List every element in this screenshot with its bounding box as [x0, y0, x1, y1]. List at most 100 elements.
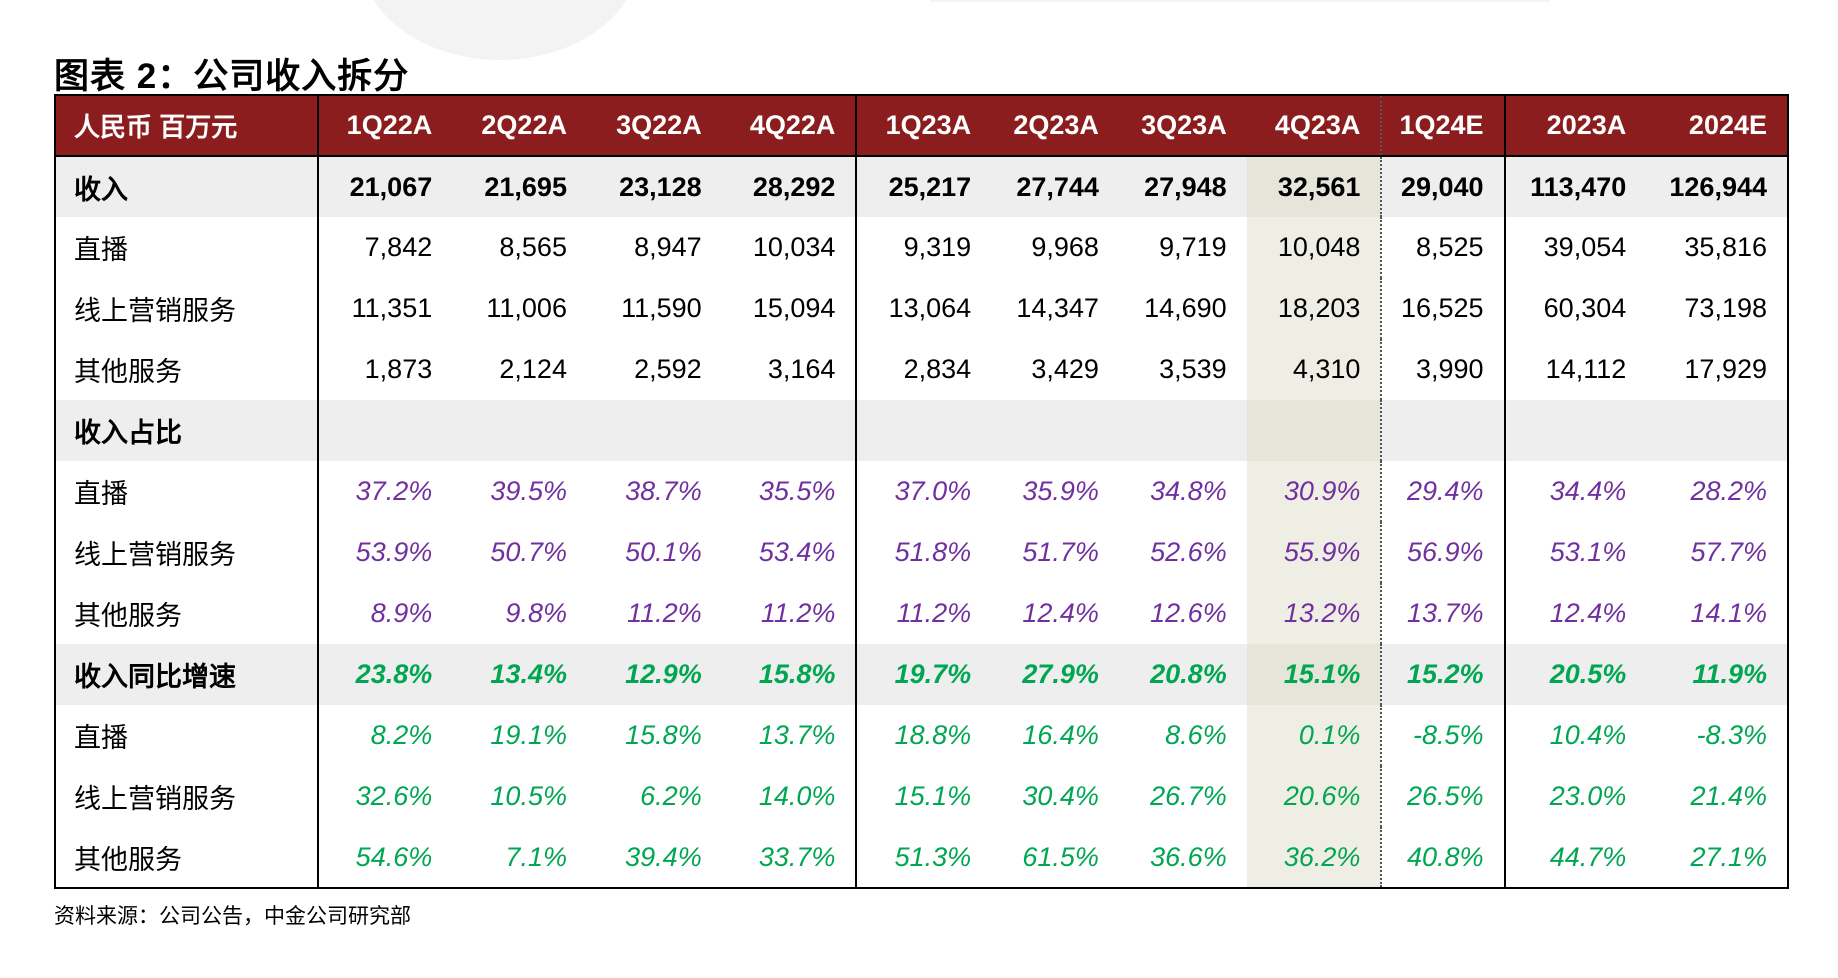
table-cell: 8.6% — [1165, 720, 1227, 750]
table-cell: 28,292 — [721, 156, 858, 217]
table-cell: 56.9% — [1381, 522, 1506, 583]
table-cell: 4,310 — [1246, 339, 1383, 400]
header-period: 2Q22A — [452, 95, 587, 157]
row-label: 直播 — [55, 705, 319, 766]
table-cell — [1381, 400, 1506, 461]
table-row: 线上营销服务 53.9% 50.7% 50.1% 53.4% 51.8% 51.7% 52.6… — [55, 522, 1788, 583]
table-cell: 13,064 — [888, 293, 972, 323]
table-cell: 27.9% — [991, 644, 1119, 705]
table-cell: 18,203 — [1246, 278, 1383, 339]
table-cell: 50.7% — [490, 537, 567, 567]
table-cell — [1246, 400, 1383, 461]
table-cell: 9,719 — [1159, 232, 1227, 262]
table-cell: 35.9% — [1022, 476, 1099, 506]
table-cell: 30.4% — [1022, 781, 1099, 811]
table-cell: 12.6% — [1150, 598, 1227, 628]
header-period: 2023A — [1504, 95, 1647, 157]
table-cell: 21.4% — [1690, 781, 1767, 811]
table-cell: 14.1% — [1690, 598, 1767, 628]
table-cell: 13.4% — [452, 644, 587, 705]
table-cell: 60,304 — [1543, 293, 1627, 323]
table-cell: 3,164 — [721, 339, 858, 400]
table-cell: 8,565 — [499, 232, 567, 262]
table-cell: 2,124 — [499, 354, 567, 384]
table-cell: 11,006 — [486, 293, 567, 323]
header-period: 1Q22A — [317, 95, 453, 157]
table-cell: 27,948 — [1118, 156, 1247, 217]
table-cell: 1,873 — [364, 354, 433, 384]
table-cell: 26.7% — [1150, 781, 1227, 811]
table-cell: 15,094 — [721, 278, 858, 339]
table-cell: 51.8% — [894, 537, 972, 567]
row-label: 直播 — [55, 461, 319, 522]
table-cell: 10.5% — [490, 781, 567, 811]
table-cell: 8.9% — [370, 598, 433, 628]
table-cell: 61.5% — [1022, 841, 1099, 872]
table-cell: 9,968 — [1031, 232, 1099, 262]
row-label: 线上营销服务 — [55, 278, 319, 339]
table-row: 其他服务 8.9% 9.8% 11.2% 11.2% 11.2% 12.4% 12.6% 13.… — [55, 583, 1788, 644]
table-cell: 11.9% — [1646, 644, 1788, 705]
table-cell: 6.2% — [640, 781, 702, 811]
table-cell: 9.8% — [505, 598, 567, 628]
table-cell: 2,592 — [634, 354, 702, 384]
table-cell: 28.2% — [1690, 476, 1767, 506]
table-cell: -8.3% — [1696, 720, 1767, 750]
table-cell: 36.2% — [1246, 827, 1383, 888]
row-label: 收入同比增速 — [55, 644, 319, 705]
table-cell: 20.6% — [1246, 766, 1383, 827]
table-cell: 27,744 — [991, 156, 1119, 217]
revenue-breakdown-table: 人民币 百万元 1Q22A 2Q22A 3Q22A 4Q22A 1Q23A 2Q23A 3Q2… — [54, 94, 1789, 889]
header-period: 3Q23A — [1118, 95, 1247, 157]
table-cell — [1646, 400, 1788, 461]
table-cell: 25,217 — [856, 156, 992, 217]
table-cell: 53.1% — [1549, 537, 1627, 567]
table-cell: 51.7% — [1022, 537, 1099, 567]
table-cell: 12.4% — [1549, 598, 1627, 628]
table-cell — [991, 400, 1119, 461]
table-cell — [856, 400, 992, 461]
table-row: 直播 8.2% 19.1% 15.8% 13.7% 18.8% 16.4% 8.6% 0.1% -… — [55, 705, 1788, 766]
table-cell: 20.8% — [1118, 644, 1247, 705]
table-cell: 35.5% — [721, 461, 858, 522]
table-cell: 8.2% — [370, 720, 433, 750]
table-row: 其他服务 54.6% 7.1% 39.4% 33.7% 51.3% 61.5% 36.6% 36… — [55, 827, 1788, 888]
table-cell: 32,561 — [1246, 156, 1383, 217]
row-label: 收入 — [55, 156, 319, 217]
table-cell: 53.9% — [355, 537, 433, 567]
table-cell: 14,690 — [1144, 293, 1227, 323]
table-cell: 7,842 — [364, 232, 433, 262]
table-cell: 15.1% — [1246, 644, 1383, 705]
table-cell: 16.4% — [1022, 720, 1099, 750]
table-cell: 34.4% — [1549, 476, 1627, 506]
table-cell: 13.7% — [1381, 583, 1506, 644]
table-cell: 11,351 — [351, 293, 433, 323]
table-cell: 53.4% — [721, 522, 858, 583]
table-row: 其他服务 1,873 2,124 2,592 3,164 2,834 3,429 3,539 4… — [55, 339, 1788, 400]
table-cell — [721, 400, 858, 461]
header-period: 4Q22A — [721, 95, 858, 157]
table-cell — [452, 400, 587, 461]
table-cell: 26.5% — [1381, 766, 1506, 827]
table-cell: 14.0% — [721, 766, 858, 827]
table-cell: 126,944 — [1646, 156, 1788, 217]
table-cell: 37.2% — [355, 476, 433, 506]
row-label: 其他服务 — [55, 583, 319, 644]
table-cell: 10.4% — [1549, 720, 1627, 750]
table-cell: 73,198 — [1684, 293, 1767, 323]
figure-title: 图表 2：公司收入拆分 — [54, 57, 410, 96]
table-cell: 30.9% — [1246, 461, 1383, 522]
table-cell: 50.1% — [625, 537, 702, 567]
table-cell: 11.2% — [627, 598, 702, 628]
table-cell: 37.0% — [894, 476, 972, 506]
table-cell: 27.1% — [1690, 841, 1767, 872]
table-cell: 29.4% — [1381, 461, 1506, 522]
table-cell: -8.5% — [1381, 705, 1506, 766]
table-cell: 29,040 — [1381, 156, 1506, 217]
table-cell: 13.2% — [1246, 583, 1383, 644]
header-period: 2Q23A — [991, 95, 1119, 157]
table-cell: 23,128 — [586, 156, 722, 217]
table-cell: 12.4% — [1022, 598, 1099, 628]
table-cell: 54.6% — [355, 841, 433, 872]
table-cell: 34.8% — [1150, 476, 1227, 506]
